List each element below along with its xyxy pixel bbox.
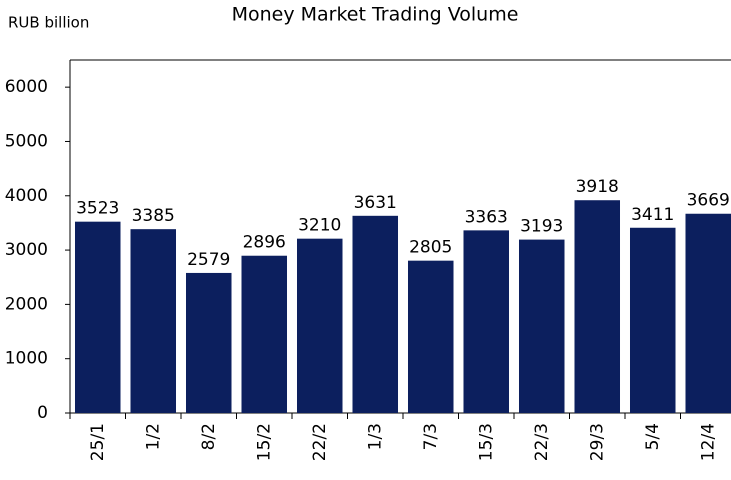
- data-label: 3669: [687, 191, 730, 211]
- bar: [352, 215, 399, 413]
- x-tick-label: 22/3: [532, 423, 552, 461]
- x-tick-label: 15/2: [254, 423, 274, 461]
- x-tick-label: 1/2: [143, 423, 163, 450]
- data-label: 3631: [354, 193, 397, 213]
- x-tick-label: 12/4: [698, 423, 718, 461]
- x-tick-label: 8/2: [199, 423, 219, 450]
- bar: [74, 221, 121, 413]
- y-tick-label: 1000: [5, 349, 48, 369]
- x-tick-label: 22/2: [310, 423, 330, 461]
- x-tick-label: 29/3: [587, 423, 607, 461]
- x-tick-label: 25/1: [88, 423, 108, 461]
- bar: [185, 272, 232, 413]
- data-label: 2579: [187, 250, 230, 270]
- y-axis-label: RUB billion: [8, 14, 89, 32]
- bar: [574, 200, 621, 413]
- y-tick-label: 5000: [5, 131, 48, 151]
- bar: [463, 230, 510, 413]
- bar: [241, 255, 288, 413]
- bar: [685, 213, 731, 413]
- x-tick-label: 7/3: [421, 423, 441, 450]
- data-label: 3210: [298, 216, 341, 236]
- data-label: 2805: [409, 238, 452, 258]
- bar: [296, 238, 343, 413]
- data-label: 3411: [631, 205, 674, 225]
- y-tick-label: 0: [37, 403, 48, 423]
- bar: [518, 239, 565, 413]
- bar: [130, 229, 177, 413]
- data-label: 2896: [243, 233, 286, 253]
- bar: [407, 260, 454, 413]
- y-tick-label: 4000: [5, 186, 48, 206]
- x-tick-label: 1/3: [365, 423, 385, 450]
- data-label: 3363: [465, 207, 508, 227]
- chart-title: Money Market Trading Volume: [232, 4, 519, 26]
- x-tick-label: 5/4: [643, 423, 663, 450]
- bar: [629, 227, 676, 413]
- x-tick-label: 15/3: [476, 423, 496, 461]
- data-label: 3193: [520, 217, 563, 237]
- y-tick-label: 3000: [5, 240, 48, 260]
- y-tick-label: 2000: [5, 294, 48, 314]
- y-tick-label: 6000: [5, 77, 48, 97]
- data-label: 3918: [576, 177, 619, 197]
- data-label: 3523: [76, 199, 119, 219]
- data-label: 3385: [132, 206, 175, 226]
